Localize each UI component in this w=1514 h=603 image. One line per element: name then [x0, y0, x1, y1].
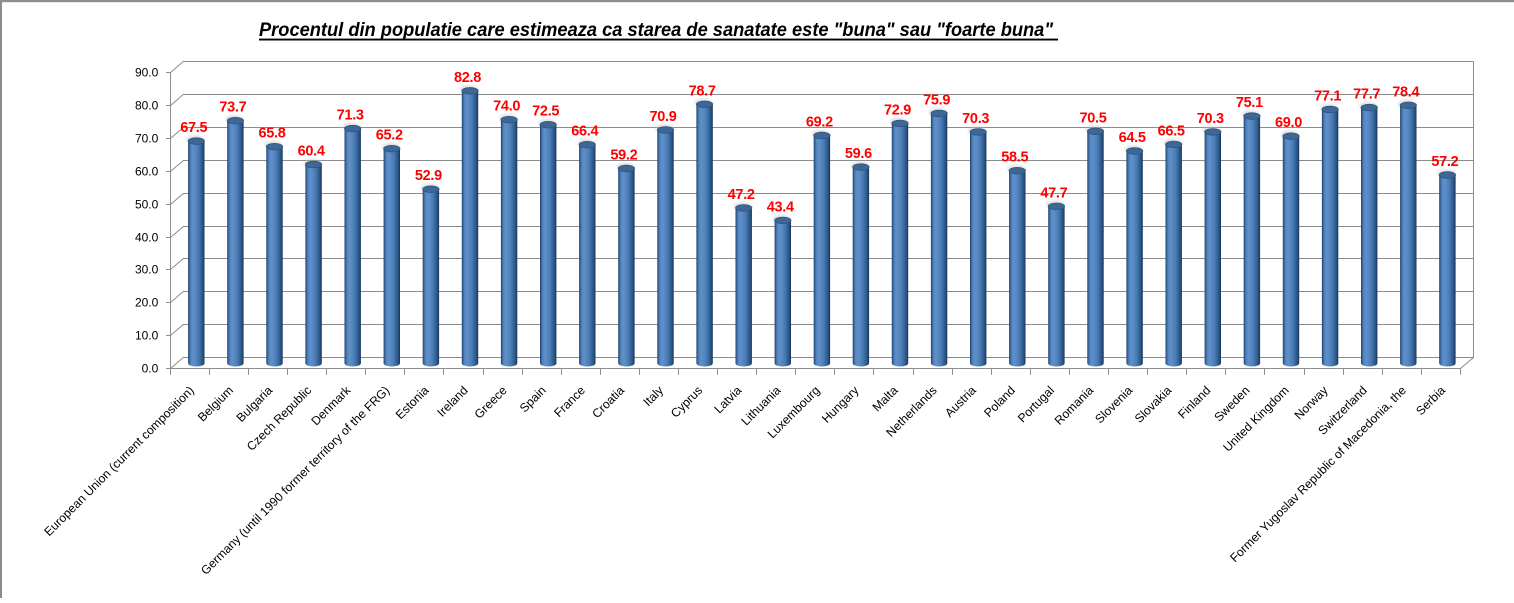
svg-text:58.5: 58.5 — [1001, 150, 1028, 166]
svg-text:40.0: 40.0 — [135, 231, 159, 245]
svg-text:70.3: 70.3 — [962, 111, 989, 127]
svg-text:78.4: 78.4 — [1392, 84, 1419, 100]
svg-text:72.9: 72.9 — [884, 102, 911, 118]
svg-text:64.5: 64.5 — [1119, 130, 1146, 146]
svg-text:43.4: 43.4 — [767, 199, 794, 215]
svg-text:Procentul din populatie care e: Procentul din populatie care estimeaza c… — [259, 19, 1054, 41]
svg-text:20.0: 20.0 — [135, 296, 159, 310]
svg-text:71.3: 71.3 — [337, 108, 364, 124]
svg-text:0.0: 0.0 — [142, 362, 159, 376]
svg-text:75.1: 75.1 — [1236, 95, 1263, 111]
svg-text:65.8: 65.8 — [258, 126, 285, 142]
svg-text:59.2: 59.2 — [610, 147, 637, 163]
svg-text:30.0: 30.0 — [135, 263, 159, 277]
svg-text:78.7: 78.7 — [689, 83, 716, 99]
svg-text:72.5: 72.5 — [532, 104, 559, 120]
svg-text:52.9: 52.9 — [415, 168, 442, 184]
svg-text:10.0: 10.0 — [135, 329, 159, 343]
svg-text:77.7: 77.7 — [1353, 87, 1380, 103]
svg-text:77.1: 77.1 — [1314, 89, 1341, 105]
svg-text:60.4: 60.4 — [298, 144, 325, 160]
svg-text:75.9: 75.9 — [923, 93, 950, 109]
svg-text:70.9: 70.9 — [649, 109, 676, 125]
svg-text:70.3: 70.3 — [1197, 111, 1224, 127]
svg-text:82.8: 82.8 — [454, 70, 481, 86]
svg-text:59.6: 59.6 — [845, 146, 872, 162]
svg-text:66.5: 66.5 — [1158, 123, 1185, 139]
svg-text:65.2: 65.2 — [376, 128, 403, 144]
svg-text:60.0: 60.0 — [135, 165, 159, 179]
svg-text:80.0: 80.0 — [135, 99, 159, 113]
svg-text:47.7: 47.7 — [1040, 185, 1067, 201]
svg-text:57.2: 57.2 — [1431, 154, 1458, 170]
svg-text:90.0: 90.0 — [135, 66, 159, 80]
svg-text:67.5: 67.5 — [180, 120, 207, 136]
svg-text:69.2: 69.2 — [806, 115, 833, 131]
svg-text:74.0: 74.0 — [493, 99, 520, 115]
svg-text:69.0: 69.0 — [1275, 115, 1302, 131]
svg-text:47.2: 47.2 — [728, 187, 755, 203]
svg-text:50.0: 50.0 — [135, 198, 159, 212]
svg-text:66.4: 66.4 — [571, 124, 598, 140]
svg-text:73.7: 73.7 — [219, 100, 246, 116]
svg-text:70.0: 70.0 — [135, 132, 159, 146]
svg-text:70.5: 70.5 — [1079, 110, 1106, 126]
